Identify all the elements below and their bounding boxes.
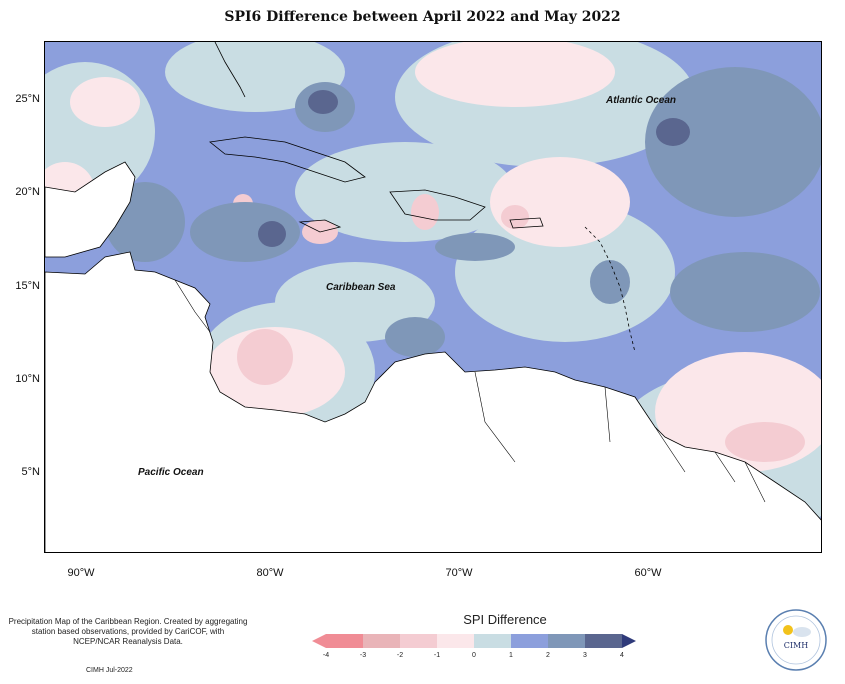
map-credit: CIMH Jul-2022 — [86, 667, 133, 674]
legend-tick-label: 4 — [620, 652, 624, 659]
cuba-outline — [209, 136, 366, 183]
cimh-logo: CIMH — [765, 609, 827, 671]
florida-outline — [214, 42, 246, 98]
lon-label-60: 60°W — [634, 567, 662, 579]
atlantic-ocean-label: Atlantic Ocean — [606, 95, 677, 106]
legend-cell — [363, 634, 400, 648]
legend-tick-label: -4 — [322, 652, 330, 659]
legend-cell — [548, 634, 585, 648]
legend-arrow-right — [622, 634, 636, 648]
legend-tick-label: -1 — [433, 652, 441, 659]
map-title: SPI6 Difference between April 2022 and M… — [224, 9, 621, 25]
lesser-antilles-outline — [584, 226, 636, 353]
map-frame — [44, 41, 822, 553]
dark-zones — [105, 67, 821, 357]
lat-label-15: 15°N — [15, 280, 40, 292]
legend-cell — [326, 634, 363, 648]
lat-label-10: 10°N — [15, 373, 40, 385]
yucatan-land — [45, 161, 136, 258]
legend-cells — [312, 634, 636, 648]
lat-label-25: 25°N — [15, 93, 40, 105]
puerto-rico-outline — [509, 217, 544, 229]
legend-tick-label: -3 — [359, 652, 367, 659]
legend-cell — [474, 634, 511, 648]
legend-title: SPI Difference — [463, 612, 547, 627]
map-note: Precipitation Map of the Caribbean Regio… — [8, 617, 248, 646]
legend-tick-label: 0 — [472, 652, 476, 659]
legend-cell — [585, 634, 622, 648]
legend-colorbar — [312, 634, 636, 648]
jamaica-outline — [298, 219, 342, 233]
darkest-zones — [258, 90, 690, 247]
caribbean-sea-label: Caribbean Sea — [326, 282, 396, 293]
legend-cell — [437, 634, 474, 648]
legend-tick-label: 3 — [583, 652, 587, 659]
pacific-ocean-label: Pacific Ocean — [138, 467, 204, 478]
central-america-land — [45, 251, 821, 552]
legend-cell — [511, 634, 548, 648]
legend-tick-label: 1 — [509, 652, 513, 659]
legend-tick-label: -2 — [396, 652, 404, 659]
spi-map — [45, 42, 821, 552]
lat-label-20: 20°N — [15, 186, 40, 198]
legend-cell — [400, 634, 437, 648]
hispaniola-outline — [389, 189, 486, 221]
lon-label-70: 70°W — [445, 567, 473, 579]
lat-label-5: 5°N — [21, 466, 40, 478]
lon-label-90: 90°W — [67, 567, 95, 579]
legend-arrow-left — [312, 634, 326, 648]
pink-zones — [233, 194, 805, 462]
lon-label-80: 80°W — [256, 567, 284, 579]
legend-tick-label: 2 — [546, 652, 550, 659]
borders — [174, 279, 766, 503]
logo-text: CIMH — [784, 641, 808, 650]
